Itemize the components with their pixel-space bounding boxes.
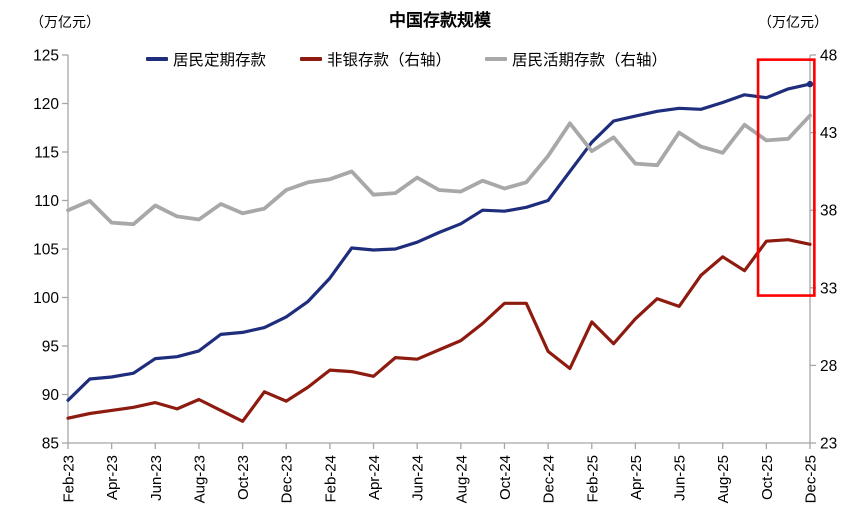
legend-item-resident-time-deposits: 居民定期存款 [146,48,266,70]
highlight-box [756,58,816,297]
left-axis-tick-label: 125 [33,48,59,65]
x-axis-tick-label: Feb-23 [61,455,78,503]
x-axis-tick-label: Aug-24 [453,455,470,503]
x-axis-tick-label: Jun-25 [672,455,689,501]
right-axis-unit-label: （万亿元） [758,14,828,30]
x-axis-tick-label: Feb-24 [322,455,339,503]
x-axis-tick-label: Dec-23 [279,455,296,503]
left-axis-tick-label: 115 [34,145,59,162]
left-axis-tick-label: 105 [33,242,59,259]
x-axis-tick-label: Apr-23 [104,455,121,500]
right-axis-tick-label: 28 [820,358,837,375]
legend-item-nonbank-deposits: 非银存款（右轴） [300,48,451,70]
x-axis-tick-label: Apr-25 [628,455,645,500]
chart-title: 中国存款规模 [389,11,491,30]
x-axis-tick-label: Aug-25 [715,455,732,503]
left-axis-tick-label: 120 [33,96,59,113]
legend-label-resident-time-deposits: 居民定期存款 [173,52,267,69]
legend-label-resident-demand-deposits: 居民活期存款（右轴） [512,52,668,69]
legend-swatch-gray [485,57,508,61]
right-axis-tick-label: 48 [820,48,837,65]
right-axis-tick-label: 23 [820,436,837,453]
series-end-dot-0 [806,80,814,88]
legend-label-nonbank-deposits: 非银存款（右轴） [327,52,452,69]
right-axis-tick-label: 38 [820,203,837,220]
x-axis-tick-label: Aug-23 [191,455,208,503]
x-axis-tick-label: Apr-24 [366,455,383,500]
left-axis-tick-label: 110 [34,193,59,210]
legend-swatch-blue [146,57,168,61]
left-axis-tick-label: 90 [42,387,60,404]
series-line-0 [66,82,812,402]
x-axis-tick-label: Dec-25 [803,455,820,503]
x-axis-tick-label: Oct-25 [759,455,776,500]
series-line-1 [66,238,812,423]
x-axis-tick-label: Oct-24 [497,455,514,500]
x-axis-tick-label: Oct-23 [235,455,252,500]
series-line-2 [66,113,812,227]
right-axis-tick-label: 43 [820,125,837,142]
left-axis-tick-label: 100 [33,290,59,307]
left-axis-tick-label: 85 [42,436,59,453]
x-axis-tick-label: Jun-23 [148,455,165,501]
legend-swatch-red [300,57,323,61]
x-axis-tick-label: Dec-24 [541,455,558,503]
left-axis-tick-label: 95 [42,339,59,356]
legend: 居民定期存款 非银存款（右轴） 居民活期存款（右轴） [146,48,667,70]
left-axis-unit-label: （万亿元） [30,14,100,30]
legend-item-resident-demand-deposits: 居民活期存款（右轴） [485,48,667,70]
right-axis-tick-label: 33 [820,280,837,297]
x-axis-tick-label: Jun-24 [410,455,427,501]
x-axis-tick-label: Feb-25 [584,455,601,503]
